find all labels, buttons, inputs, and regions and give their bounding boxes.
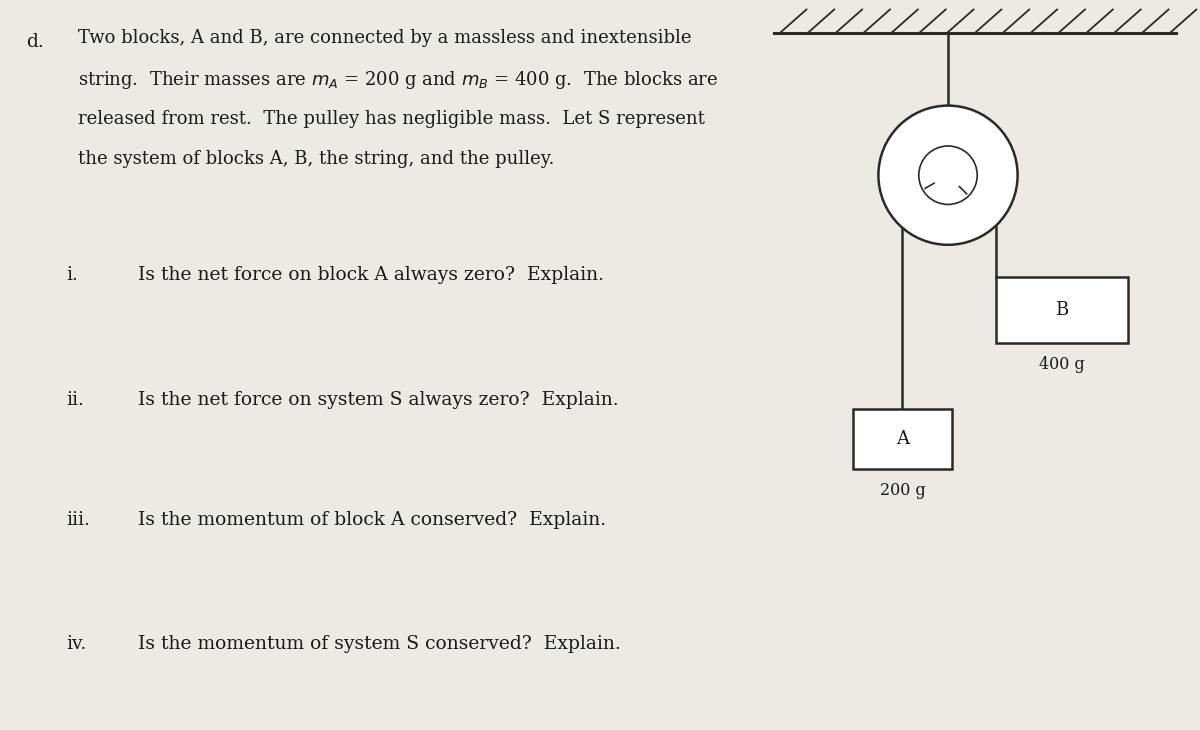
Text: d.: d. [26,33,44,51]
Text: released from rest.  The pulley has negligible mass.  Let S represent: released from rest. The pulley has negli… [78,110,704,128]
Text: 400 g: 400 g [1039,356,1085,373]
Text: the system of blocks A, B, the string, and the pulley.: the system of blocks A, B, the string, a… [78,150,554,168]
Text: i.: i. [66,266,78,285]
Text: iv.: iv. [66,635,86,653]
Bar [996,277,1128,343]
Ellipse shape [919,146,977,204]
Text: Is the momentum of system S conserved?  Explain.: Is the momentum of system S conserved? E… [138,635,620,653]
Text: ii.: ii. [66,391,84,409]
Ellipse shape [878,106,1018,245]
Text: Is the momentum of block A conserved?  Explain.: Is the momentum of block A conserved? Ex… [138,511,606,529]
Text: Is the net force on system S always zero?  Explain.: Is the net force on system S always zero… [138,391,619,409]
Text: Is the net force on block A always zero?  Explain.: Is the net force on block A always zero?… [138,266,604,285]
Text: B: B [1055,301,1069,319]
Text: 200 g: 200 g [880,482,925,499]
Bar [853,409,952,469]
Text: iii.: iii. [66,511,90,529]
Text: Two blocks, A and B, are connected by a massless and inextensible: Two blocks, A and B, are connected by a … [78,29,691,47]
Text: string.  Their masses are $m_A$ = 200 g and $m_B$ = 400 g.  The blocks are: string. Their masses are $m_A$ = 200 g a… [78,69,719,91]
Text: A: A [896,430,908,447]
